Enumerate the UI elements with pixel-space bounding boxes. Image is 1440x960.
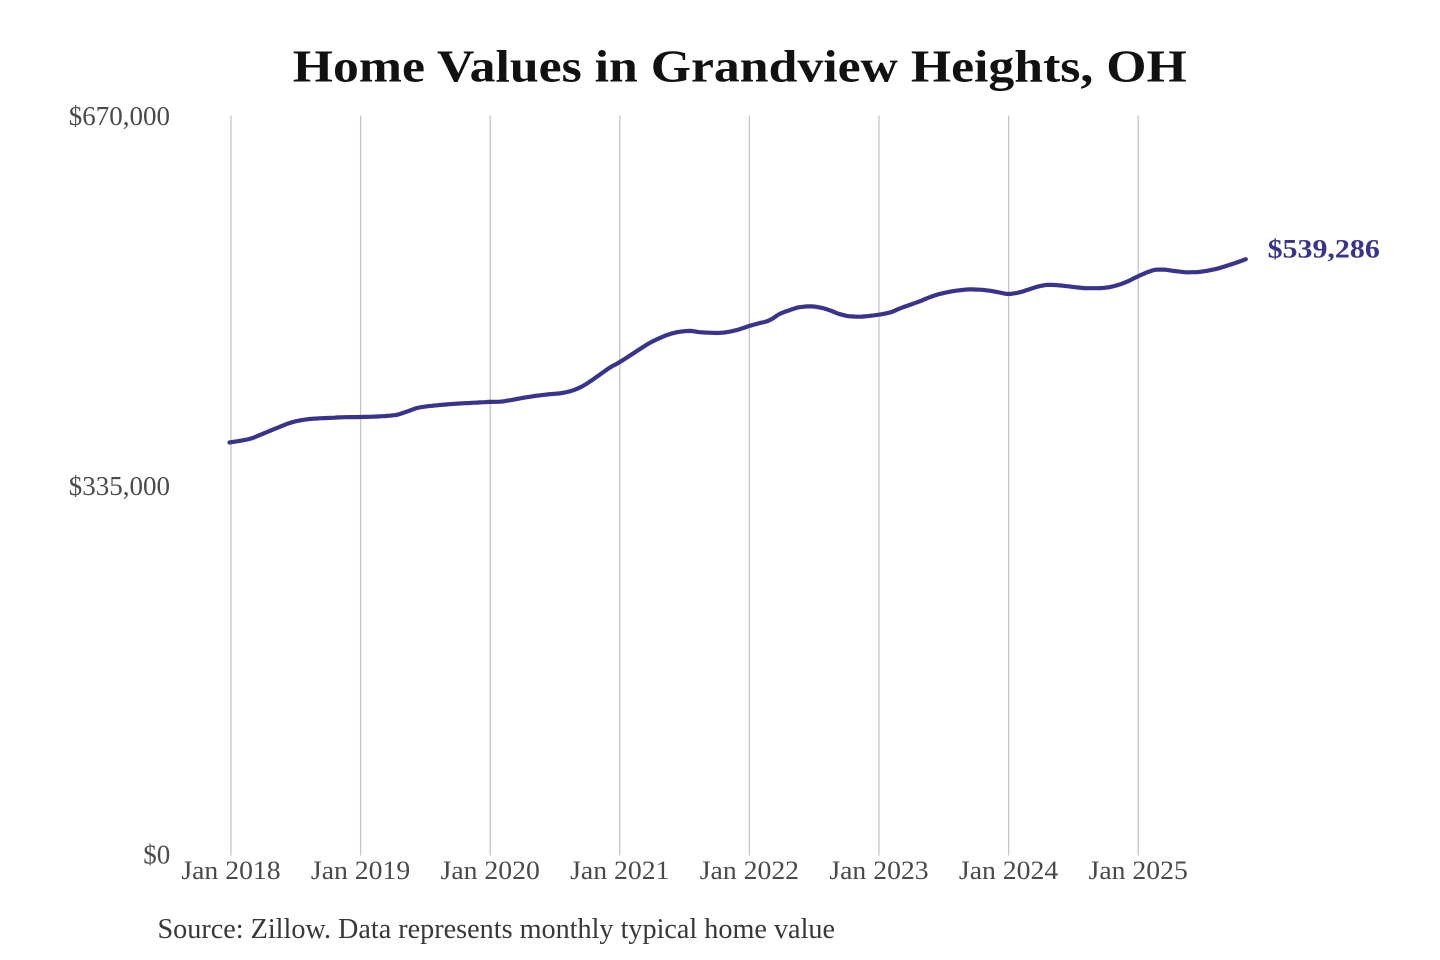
svg-text:$0: $0: [143, 840, 170, 870]
svg-text:Source: Zillow. Data represent: Source: Zillow. Data represents monthly …: [158, 914, 836, 945]
svg-text:Jan 2023: Jan 2023: [829, 856, 928, 885]
svg-text:$539,286: $539,286: [1268, 235, 1380, 264]
svg-text:$670,000: $670,000: [69, 101, 170, 131]
svg-text:Jan 2018: Jan 2018: [181, 856, 280, 885]
svg-text:Jan 2024: Jan 2024: [959, 856, 1058, 885]
svg-text:Home Values in Grandview Heigh: Home Values in Grandview Heights, OH: [293, 41, 1187, 92]
svg-text:Jan 2020: Jan 2020: [441, 856, 540, 885]
svg-text:Jan 2019: Jan 2019: [311, 856, 410, 885]
svg-text:Jan 2022: Jan 2022: [700, 856, 799, 885]
svg-text:$335,000: $335,000: [69, 471, 170, 501]
svg-text:Jan 2025: Jan 2025: [1089, 856, 1188, 885]
svg-text:Jan 2021: Jan 2021: [570, 856, 669, 885]
